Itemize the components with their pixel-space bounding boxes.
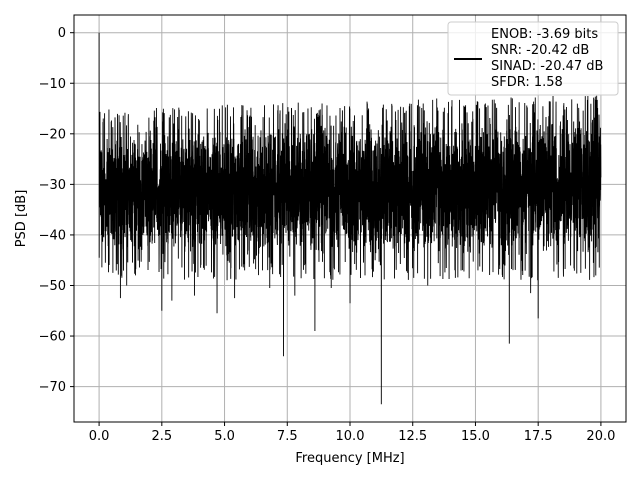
legend-line-snr: SNR: -20.42 dB	[491, 43, 589, 58]
legend-line-sfdr: SFDR: 1.58	[491, 75, 563, 90]
y-tick-label: −70	[39, 380, 66, 395]
x-tick-label: 17.5	[524, 429, 553, 444]
y-tick-label: −30	[39, 178, 66, 193]
legend-line-sinad: SINAD: -20.47 dB	[491, 59, 603, 74]
x-tick-label: 7.5	[277, 429, 298, 444]
y-tick-label: −60	[39, 330, 66, 345]
legend: ENOB: -3.69 bits SNR: -20.42 dB SINAD: -…	[447, 21, 619, 96]
x-tick-label: 20.0	[586, 429, 615, 444]
legend-line-enob: ENOB: -3.69 bits	[491, 27, 598, 42]
y-tick-label: −20	[39, 127, 66, 142]
x-tick-label: 5.0	[214, 429, 235, 444]
x-tick-label: 10.0	[336, 429, 365, 444]
legend-box	[447, 21, 619, 96]
y-tick-label: −10	[39, 77, 66, 92]
y-tick-label: −40	[39, 228, 66, 243]
y-tick-label: 0	[58, 26, 66, 41]
x-tick-label: 15.0	[461, 429, 490, 444]
y-tick-label: −50	[39, 279, 66, 294]
y-axis-label: PSD [dB]	[14, 190, 29, 248]
x-tick-label: 0.0	[89, 429, 110, 444]
x-axis-label: Frequency [MHz]	[295, 451, 404, 466]
psd-line	[98, 32, 602, 405]
x-tick-label: 2.5	[151, 429, 172, 444]
psd-series	[98, 32, 602, 405]
x-tick-label: 12.5	[398, 429, 427, 444]
y-axis-ticks: 0 −10 −20 −30 −40 −50 −60 −70	[39, 26, 74, 395]
x-axis-ticks: 0.0 2.5 5.0 7.5 10.0 12.5 15.0 17.5 20.0	[89, 422, 615, 444]
